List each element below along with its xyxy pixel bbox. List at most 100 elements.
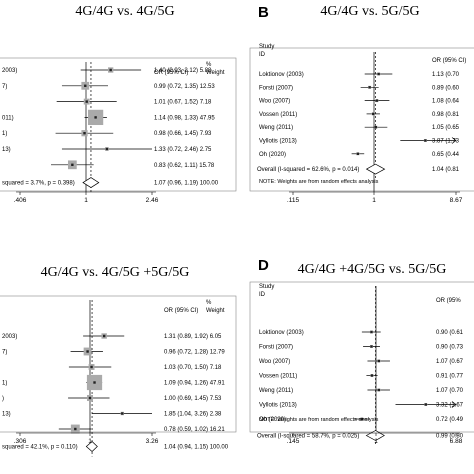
study-or-text: 0.78 (0.59, 1.02) 16.21 [164,427,225,433]
study-label: Vyllotis (2013) [259,139,297,145]
header-or: OR (95% CI) [164,308,198,314]
study-or-text: 1.31 (0.89, 1.92) 6.05 [164,334,222,340]
study-or-text: 1.00 (0.69, 1.45) 7.53 [164,396,222,402]
panel-frame [249,47,474,192]
study-label: Weng (2011) [259,388,293,394]
study-label: Woo (2007) [259,359,290,365]
header-id: ID [259,292,266,298]
study-or-text: 0.89 (0.60 [432,85,460,91]
overall-label: Overall (I-squared = 62.6%, p = 0.014) [257,167,359,173]
point-estimate [377,388,381,392]
study-or-text: 0.99 (0.72, 1.35) 12.53 [154,84,215,90]
point-estimate [74,427,77,431]
point-estimate [370,345,373,348]
point-estimate [86,350,89,353]
panel-title: 4G/4G vs. 4G/5G [75,4,174,19]
panel-title: 4G/4G +4G/5G vs. 5G/5G [298,262,447,277]
point-estimate [370,374,374,377]
header-or: OR (95% CI) [154,70,188,76]
study-or-text: 0.72 (0.49 [436,417,464,423]
x-tick-label: .145 [287,438,300,445]
panel-frame [0,295,237,433]
forest-panel-1: 4G/4G vs. 4G/5G OR (95% CI)% Weight 2003) 1.… [0,4,237,204]
study-or-text: 0.96 (0.72, 1.28) 12.79 [164,350,225,356]
study-label: ) [2,396,4,402]
study-or-text: 0.90 (0.73 [436,345,464,351]
header-study: Study [259,284,274,290]
point-estimate [370,330,373,334]
overall-or-text: 1.04 (0.81 [432,167,460,173]
point-estimate [377,72,380,76]
study-or-text: 3.87 (1.73 [432,139,460,145]
study-or-text: 0.98 (0.81 [432,112,460,118]
point-estimate [368,86,371,89]
study-label: Oh (2020) [259,152,286,158]
study-or-text: 0.65 (0.44 [432,152,460,158]
x-tick-label: 6.88 [450,438,463,445]
study-or-text: 1.40 (0.93, 2.12) 5.88 [154,68,212,74]
point-estimate [102,334,106,338]
header-or: OR (95% CI) [432,58,466,64]
study-or-text: 1.33 (0.72, 2.46) 2.75 [154,147,212,153]
study-or-text: 0.90 (0.61 [436,330,464,336]
study-label: Oh (2020) [259,417,286,423]
x-tick-label: 2.46 [146,197,159,204]
study-label: Forsti (2007) [259,345,293,351]
point-estimate [424,403,427,406]
header-weight: Weight [206,70,225,76]
ci-arrow [451,137,457,144]
point-estimate [94,116,97,119]
panel-title: 4G/4G vs. 5G/5G [320,4,419,19]
weights-note: NOTE: Weights are from random effects an… [259,417,379,423]
point-estimate [377,359,381,363]
point-estimate [90,365,93,369]
study-label: Loktionov (2003) [259,330,304,336]
header-weight-pct: % [206,62,212,68]
point-estimate [374,126,378,129]
study-label: 2003) [2,334,17,340]
header-study: Study [259,44,274,50]
study-or-text: 1.07 (0.70 [436,388,464,394]
point-estimate [83,132,86,135]
overall-diamond [82,177,100,189]
x-tick-label: 1 [374,438,378,445]
panel-letter: D [258,257,269,274]
point-estimate [424,139,427,142]
point-estimate [360,417,364,421]
point-estimate [84,84,87,87]
overall-label: squared = 42.1%, p = 0.110) [2,445,78,451]
header-id: ID [259,52,266,58]
study-or-text: 0.83 (0.62, 1.11) 15.78 [154,163,215,169]
study-label: Weng (2011) [259,125,293,131]
overall-or-text: 0.99 (0.80 [436,434,464,440]
point-estimate [71,163,74,166]
study-label: 011) [2,115,14,121]
study-or-text: 0.98 (0.66, 1.45) 7.93 [154,131,212,137]
study-label: Vossen (2011) [259,374,297,380]
study-label: 2003) [2,68,17,74]
overall-label: Overall (I-squared = 58.7%, p = 0.025) [257,434,359,440]
x-tick-label: 3.26 [146,438,159,445]
study-or-text: 1.14 (0.98, 1.33) 47.95 [154,115,215,121]
study-or-text: 1.13 (0.70 [432,72,460,78]
study-label: 1) [2,381,7,387]
study-label: 7) [2,350,7,356]
study-label: Woo (2007) [259,99,290,105]
x-tick-label: 8.67 [450,197,463,204]
study-label: Vyllotis (2013) [259,403,297,409]
point-estimate [85,100,88,103]
x-tick-label: .306 [14,438,27,445]
ci-arrow [451,401,457,408]
study-label: 13) [2,147,11,153]
study-label: Loktionov (2003) [259,72,304,78]
overall-diamond [85,441,98,452]
point-estimate [372,112,375,116]
overall-or-text: 1.07 (0.96, 1.19) 100.00 [154,181,219,187]
overall-label: squared = 3.7%, p = 0.398) [2,181,75,187]
x-tick-label: 1 [88,438,92,445]
point-estimate [93,381,96,384]
forest-panel-2: 4G/4G vs. 5G/5G B Study ID OR (95% CI) Loktio… [249,4,474,204]
study-label: Vossen (2011) [259,112,297,118]
weights-note: NOTE: Weights are from random effects an… [259,179,379,185]
